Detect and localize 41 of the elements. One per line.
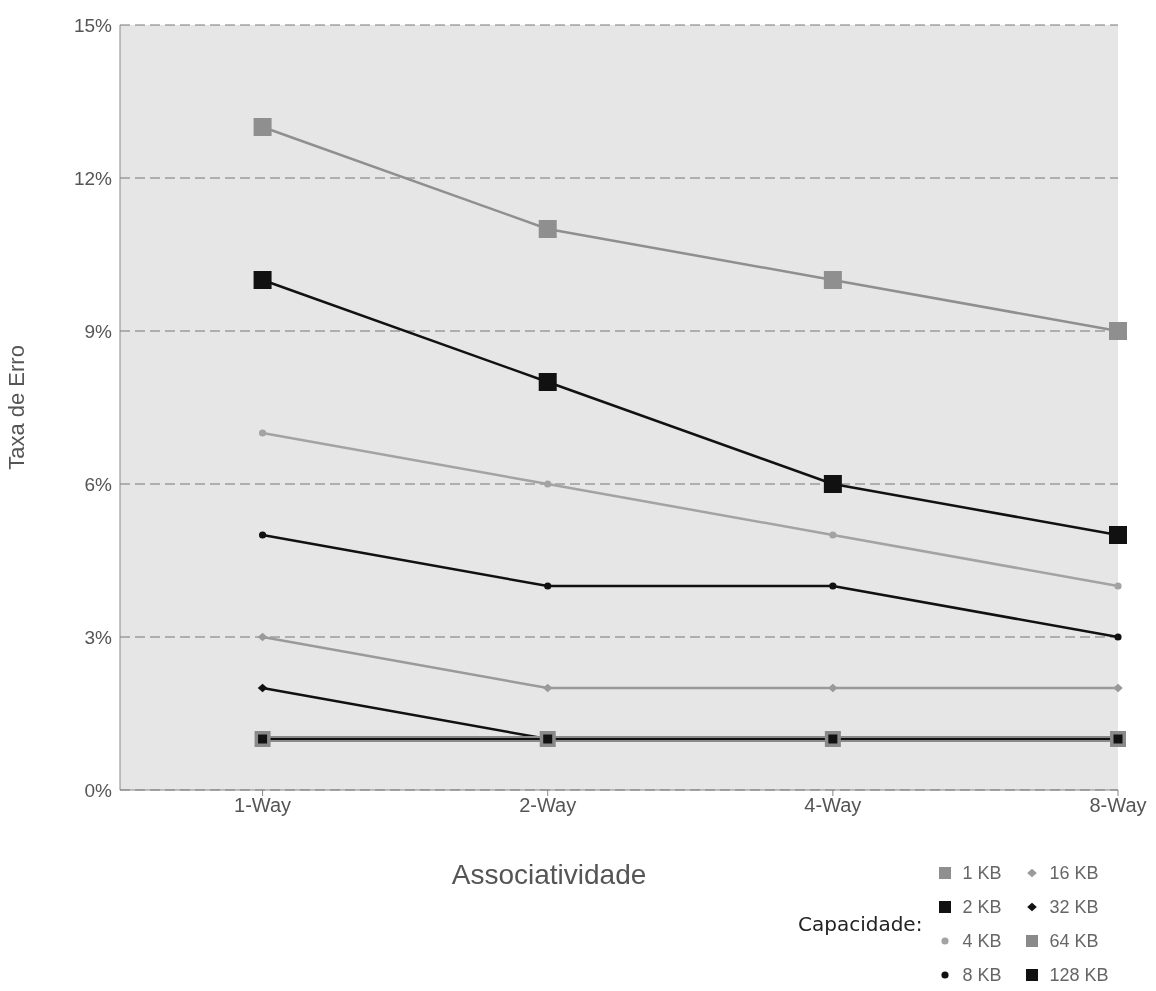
point — [538, 220, 557, 238]
point — [1113, 683, 1123, 693]
x-tick-label: 2-Way — [519, 794, 577, 817]
point — [823, 271, 842, 289]
y-tick-label: 9% — [84, 320, 113, 342]
y-tick-label: 15% — [73, 14, 113, 36]
y-axis-title: Taxa de Erro — [3, 345, 29, 470]
legend-label: 128 KB — [1049, 964, 1109, 986]
legend-title: Capacidade: — [798, 912, 923, 936]
y-tick-label: 6% — [84, 473, 113, 495]
point — [823, 475, 842, 493]
point — [1109, 526, 1127, 544]
y-tick-label: 3% — [84, 626, 113, 648]
legend-label: 64 KB — [1049, 930, 1099, 952]
point — [1109, 322, 1127, 340]
x-axis-title: Associatividade — [451, 859, 647, 890]
point — [828, 683, 838, 693]
point — [829, 582, 837, 590]
point — [1114, 633, 1122, 641]
x-tick-label: 4-Way — [804, 794, 862, 817]
point — [257, 683, 268, 693]
y-tick-label: 12% — [73, 167, 113, 189]
legend-label: 1 KB — [962, 862, 1002, 884]
point — [544, 480, 552, 488]
legend-label: 8 KB — [962, 964, 1002, 986]
point — [258, 429, 267, 437]
point — [253, 271, 272, 289]
legend-label: 16 KB — [1049, 862, 1099, 884]
legend-label: 4 KB — [962, 930, 1002, 952]
point — [829, 531, 837, 539]
legend-label: 32 KB — [1049, 896, 1099, 918]
legend-label: 2 KB — [962, 896, 1002, 918]
point — [1114, 582, 1122, 590]
point — [538, 373, 557, 391]
point — [257, 632, 268, 642]
x-tick-label: 1-Way — [234, 794, 292, 817]
point — [544, 582, 552, 590]
point — [258, 531, 267, 539]
x-tick-label: 8-Way — [1089, 794, 1147, 817]
point — [253, 118, 272, 136]
y-tick-label: 0% — [84, 779, 113, 801]
